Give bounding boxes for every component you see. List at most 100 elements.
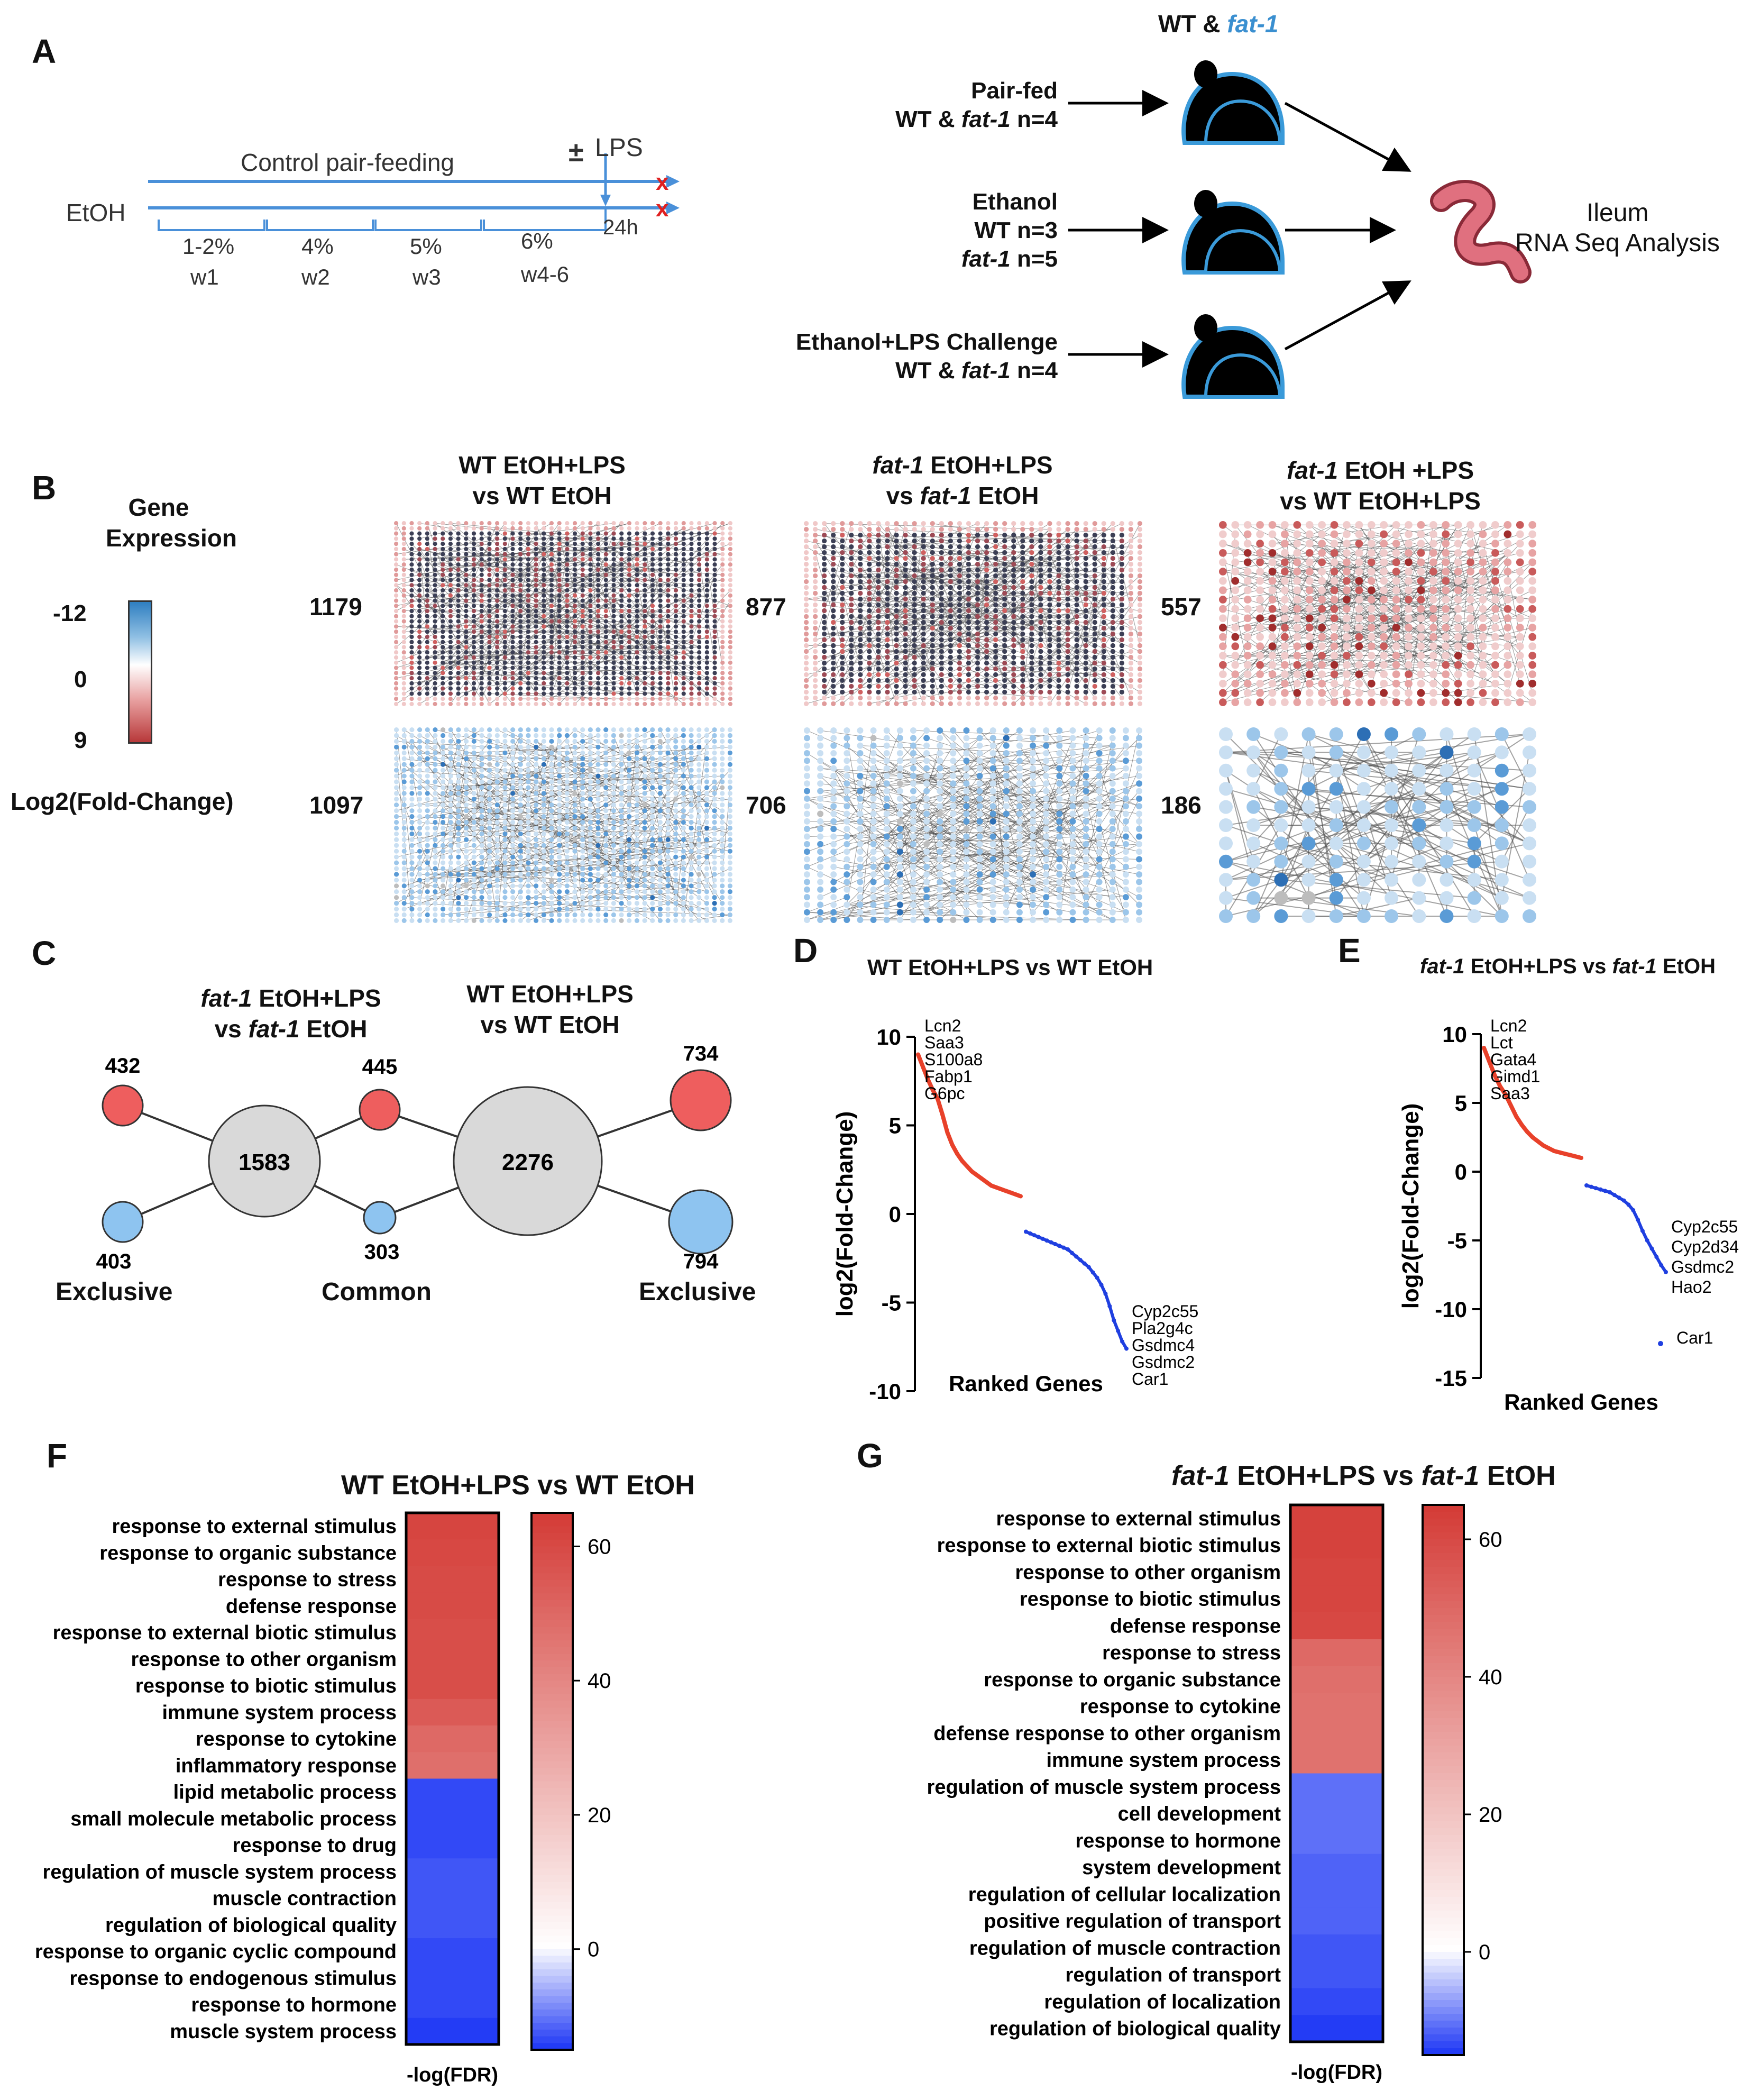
network-node [896, 848, 903, 855]
network-node [885, 689, 890, 695]
network-node [903, 544, 908, 550]
network-node [966, 585, 971, 590]
network-node [1074, 643, 1079, 649]
network-node [572, 802, 577, 808]
network-node [957, 538, 962, 544]
network-node [966, 614, 971, 619]
network-node [456, 572, 461, 577]
network-node [1069, 833, 1076, 840]
network-node [401, 733, 407, 738]
network-node [1083, 637, 1088, 643]
network-node [1038, 660, 1043, 666]
network-node [720, 614, 725, 618]
network-node [1002, 579, 1007, 585]
network-node [657, 866, 663, 871]
network-node [966, 538, 971, 544]
network-node [1043, 901, 1050, 908]
network-node [658, 604, 663, 608]
network-node [596, 640, 601, 644]
network-node [840, 625, 845, 631]
network-node [557, 866, 562, 871]
network-node [673, 604, 679, 608]
network-node [495, 697, 500, 701]
network-node [441, 814, 446, 819]
network-node [409, 901, 415, 906]
network-node [650, 733, 655, 738]
network-node [603, 797, 609, 802]
network-node [549, 614, 554, 618]
network-node [966, 625, 971, 631]
network-node [433, 797, 438, 802]
network-node [502, 645, 507, 650]
network-node [401, 814, 407, 819]
network-node [495, 546, 500, 551]
network-node [650, 762, 655, 767]
network-node [950, 810, 957, 817]
network-node [394, 578, 399, 582]
network-node [595, 854, 601, 860]
network-node [650, 912, 655, 918]
network-node [611, 665, 616, 670]
network-node [1065, 590, 1070, 596]
network-node [1038, 573, 1043, 579]
network-node [976, 727, 983, 734]
network-node [658, 665, 663, 670]
network-node [650, 650, 655, 655]
network-node [1109, 894, 1116, 901]
network-node [557, 542, 562, 546]
network-node [665, 843, 671, 848]
network-edges [396, 729, 730, 921]
network-node [867, 538, 872, 544]
colorbar-gene-expression [128, 600, 152, 744]
network-node [923, 803, 930, 810]
network-node [727, 854, 732, 860]
network-node [456, 860, 461, 865]
network-node [456, 624, 461, 629]
network-node [627, 727, 632, 733]
network-node [464, 604, 469, 608]
network-node [433, 598, 437, 603]
network-node [1016, 871, 1023, 878]
network-node [456, 878, 461, 883]
network-node [993, 660, 998, 666]
network-node [526, 843, 531, 848]
network-node [1056, 544, 1061, 550]
dose-3: 5% [410, 234, 442, 259]
network-node [534, 733, 539, 738]
network-node [813, 526, 818, 532]
network-node [937, 818, 943, 825]
network-node [1056, 780, 1063, 787]
network-node [643, 598, 647, 603]
network-node [518, 578, 523, 582]
network-node [844, 818, 850, 825]
network-node [844, 848, 850, 855]
network-node [441, 691, 445, 696]
network-node [939, 660, 944, 666]
network-node [876, 701, 881, 706]
network-node [665, 878, 671, 883]
network-node [804, 579, 809, 585]
network-node [1101, 660, 1106, 666]
network-node [409, 645, 414, 650]
network-node [603, 860, 609, 865]
network-node [665, 895, 671, 900]
network-node [526, 825, 531, 831]
network-node [526, 557, 530, 562]
network-node [894, 683, 899, 689]
network-node [549, 837, 554, 842]
network-node [611, 697, 616, 701]
network-node [885, 631, 890, 637]
network-node [1038, 590, 1043, 596]
network-node [1119, 555, 1124, 561]
network-node [643, 567, 647, 572]
network-node [689, 531, 694, 536]
network-node [611, 895, 616, 900]
network-node [1011, 526, 1016, 532]
network-node [510, 567, 515, 572]
network-node [681, 536, 686, 541]
network-node [885, 526, 890, 532]
network-node [1074, 608, 1079, 614]
network-node [564, 727, 570, 733]
network-node [580, 768, 585, 773]
network-node [720, 733, 725, 738]
